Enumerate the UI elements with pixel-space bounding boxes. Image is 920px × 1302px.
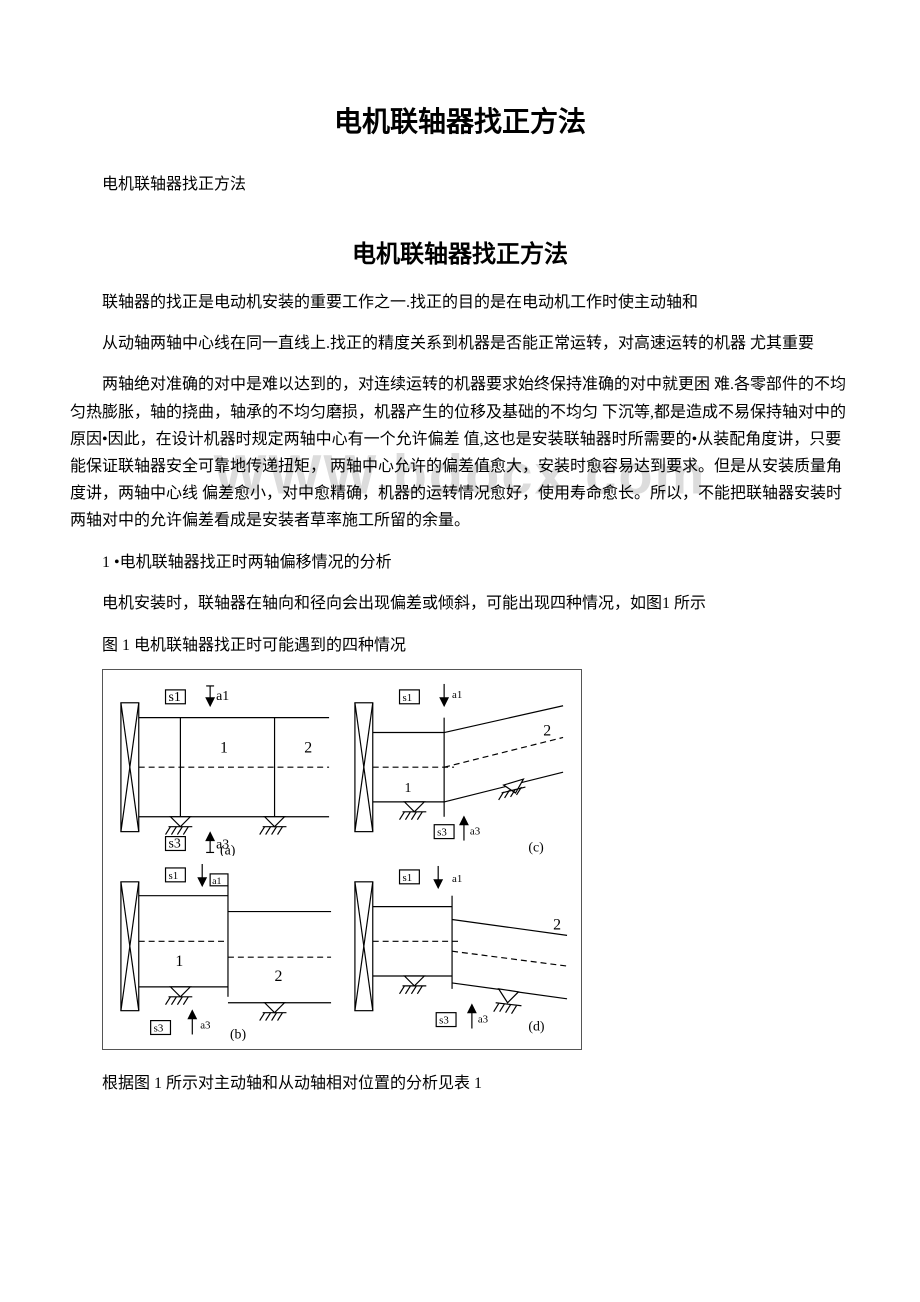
paragraph-3: 两轴绝对准确的对中是难以达到的，对连续运转的机器要求始终保持准确的对中就更困 难…: [70, 371, 850, 534]
paragraph-5: 电机安装时，联轴器在轴向和径向会出现偏差或倾斜，可能出现四种情况，如图1 所示: [70, 590, 850, 617]
svg-text:1: 1: [175, 953, 183, 970]
diagram-label-b: (b): [230, 1028, 246, 1041]
svg-text:a1: a1: [212, 876, 221, 887]
paragraph-1: 联轴器的找正是电动机安装的重要工作之一.找正的目的是在电动机工作时使主动轴和: [70, 289, 850, 316]
diagram-label-c: (c): [528, 840, 543, 855]
title-main: 电机联轴器找正方法: [70, 100, 850, 140]
svg-text:s3: s3: [154, 1023, 164, 1035]
paragraph-4: 1 •电机联轴器找正时两轴偏移情况的分析: [70, 549, 850, 576]
svg-text:s3: s3: [437, 826, 447, 838]
svg-text:a3: a3: [478, 1014, 489, 1026]
diagram-panel-c: s1 a1 1 2: [345, 678, 573, 856]
svg-text:1: 1: [404, 781, 411, 796]
diagram-panel-d: s1 a1 2: [345, 862, 573, 1040]
svg-text:s1: s1: [168, 690, 180, 705]
svg-text:a1: a1: [216, 689, 229, 704]
diagram-panel-a: s1 a1 1 2: [111, 678, 339, 856]
svg-text:a3: a3: [200, 1020, 211, 1032]
svg-text:s1: s1: [402, 872, 412, 884]
paragraph-2: 从动轴两轴中心线在同一直线上.找正的精度关系到机器是否能正常运转，对高速运转的机…: [70, 330, 850, 357]
figure-1-diagram: s1 a1 1 2: [102, 669, 582, 1050]
title-secondary: 电机联轴器找正方法: [70, 234, 850, 269]
svg-text:2: 2: [275, 968, 283, 985]
paragraph-6: 根据图 1 所示对主动轴和从动轴相对位置的分析见表 1: [70, 1070, 850, 1097]
diagram-panel-b: s1 a1 1 2: [111, 862, 339, 1040]
svg-text:s3: s3: [439, 1015, 449, 1027]
svg-text:s1: s1: [402, 692, 412, 704]
svg-text:a1: a1: [452, 873, 462, 885]
watermark-region: 两轴绝对准确的对中是难以达到的，对连续运转的机器要求始终保持准确的对中就更困 难…: [70, 371, 850, 575]
svg-text:a3: a3: [470, 825, 481, 837]
svg-text:2: 2: [543, 722, 551, 739]
svg-text:a1: a1: [452, 689, 462, 701]
diagram-label-d: (d): [528, 1020, 544, 1035]
svg-text:1: 1: [220, 739, 228, 756]
diagram-label-a: (a): [220, 843, 235, 856]
figure-1-caption: 图 1 电机联轴器找正时可能遇到的四种情况: [70, 631, 850, 655]
subtitle-line: 电机联轴器找正方法: [70, 170, 850, 194]
svg-text:2: 2: [304, 739, 312, 756]
svg-text:s1: s1: [168, 870, 178, 882]
svg-text:2: 2: [553, 917, 561, 934]
svg-text:s3: s3: [168, 836, 180, 851]
